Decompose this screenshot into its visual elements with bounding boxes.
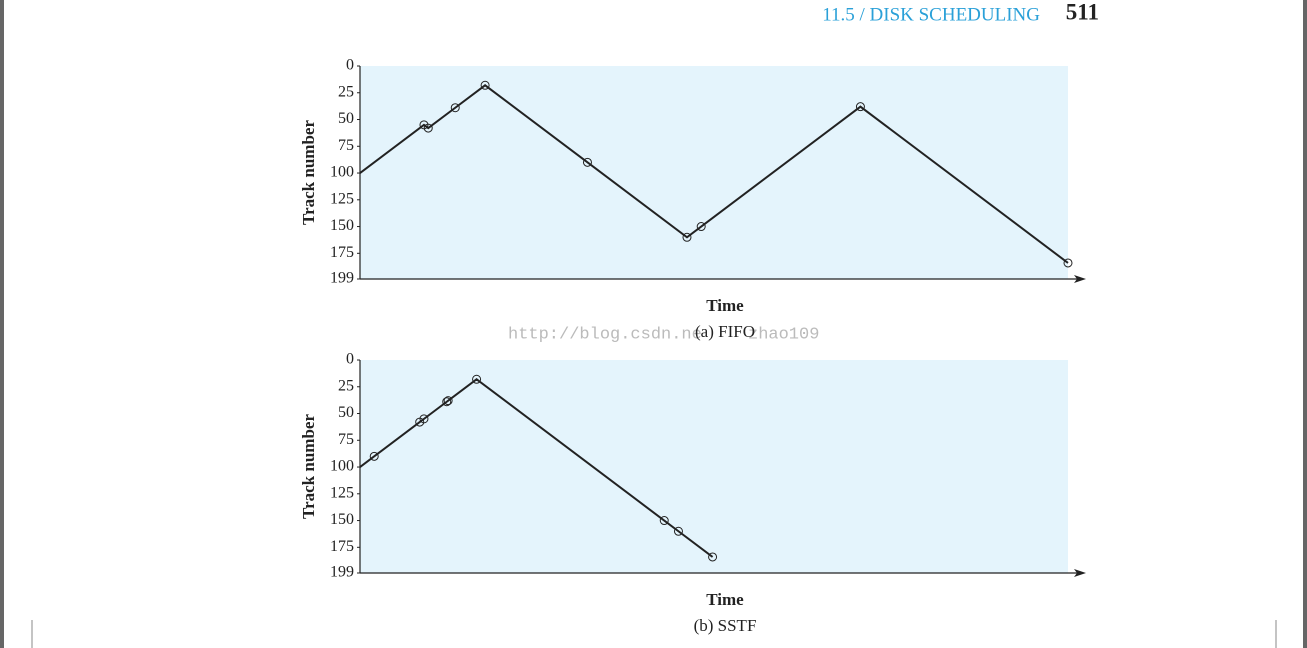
chart-caption: (a) FIFO <box>695 322 755 341</box>
y-tick-label: 25 <box>338 83 354 100</box>
watermark: zhao109 <box>748 325 819 344</box>
y-tick-label: 125 <box>330 190 354 207</box>
request-point <box>682 232 692 242</box>
y-tick-label: 50 <box>338 404 354 421</box>
request-point <box>419 414 429 424</box>
y-tick-label: 25 <box>338 377 354 394</box>
x-axis-label: Time <box>706 296 744 315</box>
section-title: 11.5 / DISK SCHEDULING <box>822 4 1040 25</box>
window-edge <box>0 0 4 648</box>
request-point <box>708 552 718 562</box>
y-tick-label: 150 <box>330 511 354 528</box>
y-tick-label: 175 <box>330 244 354 261</box>
request-point <box>450 103 460 113</box>
window-edge <box>1303 0 1307 648</box>
request-point <box>472 374 482 384</box>
y-tick-label: 50 <box>338 110 354 127</box>
y-tick-label: 199 <box>330 270 354 287</box>
y-axis-label: Track number <box>299 414 318 519</box>
x-axis-label: Time <box>706 590 744 609</box>
request-point <box>659 516 669 526</box>
request-point <box>369 451 379 461</box>
y-tick-label: 0 <box>346 351 354 368</box>
x-axis-arrow <box>1074 569 1086 577</box>
y-tick-label: 175 <box>330 538 354 555</box>
request-point <box>1063 258 1073 268</box>
request-point <box>855 102 865 112</box>
seek-line <box>359 84 1069 264</box>
y-tick-label: 125 <box>330 484 354 501</box>
request-point <box>696 222 706 232</box>
request-point <box>673 526 683 536</box>
chart-caption: (b) SSTF <box>694 616 757 635</box>
watermark: http://blog.csdn.ne <box>508 325 702 344</box>
plot-area <box>360 360 1068 573</box>
y-tick-label: 75 <box>338 137 354 154</box>
request-point <box>423 123 433 133</box>
y-tick-label: 0 <box>346 57 354 74</box>
plot-area <box>360 66 1068 279</box>
y-tick-label: 150 <box>330 217 354 234</box>
y-axis-label: Track number <box>299 120 318 225</box>
request-point <box>442 397 452 407</box>
y-tick-label: 100 <box>330 458 354 475</box>
request-point <box>582 157 592 167</box>
page-number: 511 <box>1066 0 1099 24</box>
y-tick-label: 100 <box>330 164 354 181</box>
request-point <box>443 396 453 406</box>
y-tick-label: 199 <box>330 564 354 581</box>
x-axis-arrow <box>1074 275 1086 283</box>
seek-line <box>359 378 714 558</box>
y-tick-label: 75 <box>338 431 354 448</box>
request-point <box>480 80 490 90</box>
